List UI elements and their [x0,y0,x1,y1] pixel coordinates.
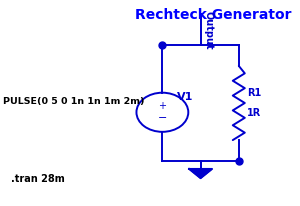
Text: Rechteck Generator: Rechteck Generator [135,8,291,22]
Polygon shape [189,169,212,178]
Text: PULSE(0 5 0 1n 1n 1m 2m): PULSE(0 5 0 1n 1n 1m 2m) [3,97,144,107]
Text: R1: R1 [247,88,261,98]
Text: 1R: 1R [247,108,261,118]
Text: +: + [158,101,166,111]
Text: V1: V1 [177,92,194,102]
Text: Output: Output [204,11,214,49]
Text: .tran 28m: .tran 28m [11,174,65,184]
Text: −: − [158,114,167,123]
